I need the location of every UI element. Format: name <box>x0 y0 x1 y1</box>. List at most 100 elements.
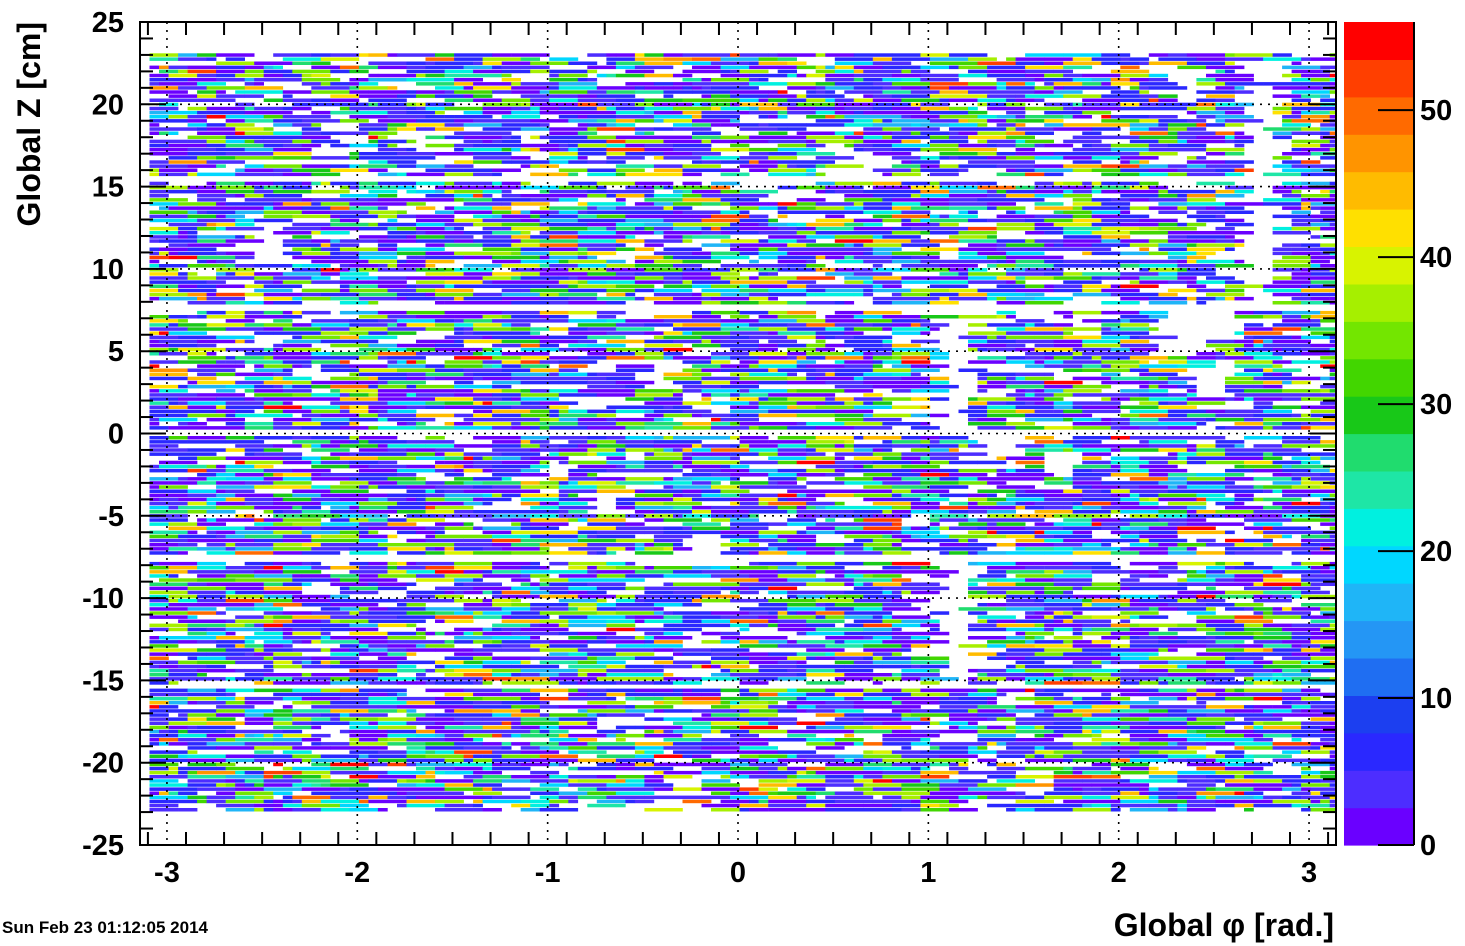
heatmap-cell <box>834 717 864 721</box>
heatmap-cell <box>872 615 883 619</box>
heatmap-cell <box>1244 436 1283 440</box>
heatmap-cell <box>815 615 826 619</box>
heatmap-cell <box>377 417 388 422</box>
heatmap-cell <box>530 319 569 323</box>
heatmap-cell <box>444 791 464 795</box>
heatmap-cell <box>406 590 445 595</box>
heatmap-cell <box>168 742 188 746</box>
heatmap-cell <box>444 310 464 315</box>
heatmap-cell <box>511 725 521 730</box>
heatmap-cell <box>377 376 407 381</box>
heatmap-cell <box>187 603 217 607</box>
heatmap-cell <box>625 436 655 440</box>
heatmap-cell <box>206 717 236 721</box>
heatmap-cell <box>1025 526 1064 530</box>
heatmap-cell <box>473 389 502 393</box>
heatmap-cell <box>682 696 721 701</box>
heatmap-cell <box>520 709 540 713</box>
heatmap-cell <box>701 368 721 372</box>
heatmap-cell <box>358 574 379 578</box>
heatmap-cell <box>1291 586 1321 591</box>
heatmap-cell <box>406 652 417 656</box>
heatmap-cell <box>349 746 369 750</box>
heatmap-cell <box>834 742 855 746</box>
heatmap-cell <box>549 717 560 721</box>
heatmap-cell <box>520 347 560 352</box>
heatmap-cell <box>339 688 360 693</box>
heatmap-cell <box>749 574 778 578</box>
heatmap-cell <box>758 301 788 305</box>
heatmap-cell <box>1044 497 1083 502</box>
heatmap-cell <box>1301 808 1311 812</box>
heatmap-cell <box>1053 339 1083 344</box>
heatmap-cell <box>358 493 388 498</box>
heatmap-cell <box>673 393 683 397</box>
heatmap-cell <box>149 709 179 713</box>
heatmap-cell <box>149 636 160 640</box>
heatmap-cell <box>397 530 417 535</box>
heatmap-cell <box>1206 481 1235 485</box>
heatmap-cell <box>806 501 836 506</box>
heatmap-cell <box>901 477 940 481</box>
heatmap-cell <box>1072 436 1112 440</box>
heatmap-cell <box>1215 590 1226 595</box>
heatmap-cell <box>1148 787 1159 791</box>
heatmap-cell <box>644 733 683 738</box>
heatmap-cell <box>1034 510 1073 514</box>
heatmap-cell <box>568 473 588 477</box>
heatmap-cell <box>853 729 893 734</box>
heatmap-cell <box>1044 615 1054 619</box>
heatmap-cell <box>482 607 502 611</box>
heatmap-cell <box>1158 493 1197 498</box>
heatmap-cell <box>806 364 845 368</box>
heatmap-cell <box>987 401 1007 405</box>
heatmap-cell <box>444 301 474 305</box>
heatmap-cell <box>1006 607 1045 611</box>
heatmap-cell <box>435 452 445 456</box>
heatmap-cell <box>178 770 188 775</box>
heatmap-cell <box>558 460 569 465</box>
heatmap-cell <box>397 360 407 364</box>
heatmap-cell <box>358 452 369 456</box>
heatmap-cell <box>1272 405 1302 409</box>
heatmap-cell <box>777 481 797 485</box>
heatmap-cell <box>1006 551 1045 555</box>
heatmap-cell <box>1063 611 1073 615</box>
heatmap-cell <box>1225 631 1254 636</box>
heatmap-cell <box>1206 631 1226 636</box>
heatmap-cell <box>768 717 798 721</box>
heatmap-cell <box>1101 331 1140 335</box>
heatmap-cell <box>435 660 464 665</box>
heatmap-cell <box>1158 401 1169 405</box>
heatmap-cell <box>244 339 255 344</box>
heatmap-cell <box>149 652 179 656</box>
heatmap-cell <box>1253 598 1292 603</box>
heatmap-cell <box>311 701 331 705</box>
heatmap-cell <box>1253 594 1273 599</box>
heatmap-cell <box>168 668 198 673</box>
heatmap-cell <box>749 799 759 804</box>
heatmap-cell <box>834 561 864 566</box>
heatmap-cell <box>882 586 921 591</box>
heatmap-cell <box>339 696 369 701</box>
heatmap-cell <box>720 578 759 582</box>
heatmap-cell <box>891 489 912 493</box>
heatmap-cell <box>1186 709 1226 713</box>
heatmap-cell <box>492 570 521 574</box>
heatmap-cell <box>739 436 769 440</box>
heatmap-cell <box>1139 623 1178 628</box>
heatmap-cell <box>1072 501 1083 506</box>
heatmap-cell <box>634 510 655 514</box>
heatmap-cell <box>216 409 236 414</box>
heatmap-cell <box>1110 510 1121 514</box>
heatmap-cell <box>149 787 160 791</box>
heatmap-cell <box>244 733 255 738</box>
heatmap-cell <box>425 534 436 539</box>
heatmap-cell <box>406 372 426 377</box>
heatmap-cell <box>178 808 198 812</box>
heatmap-cell <box>492 440 521 444</box>
heatmap-cell <box>168 717 188 721</box>
heatmap-cell <box>853 664 883 669</box>
heatmap-cell <box>263 677 293 681</box>
heatmap-cell <box>187 750 198 754</box>
